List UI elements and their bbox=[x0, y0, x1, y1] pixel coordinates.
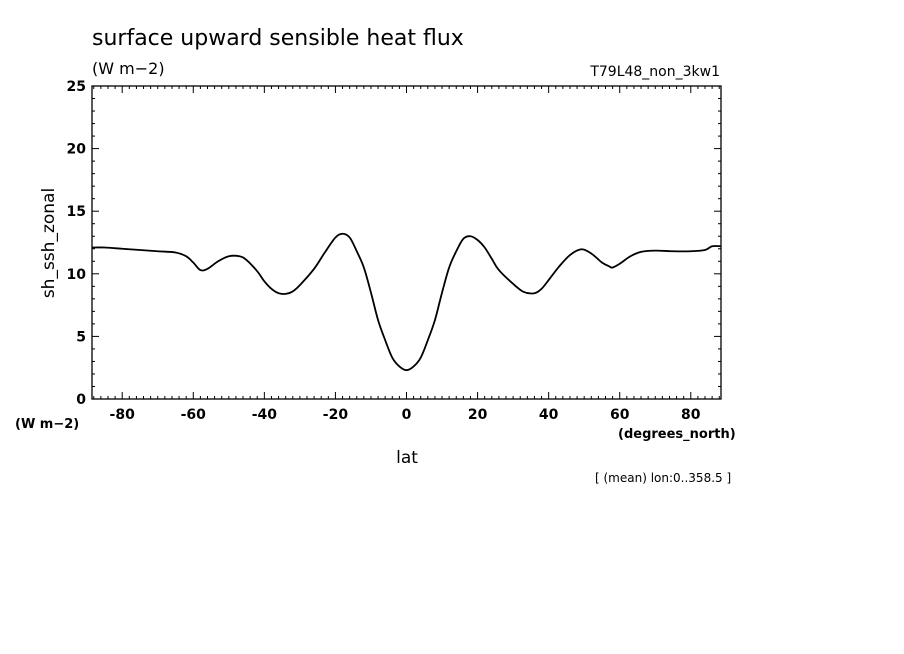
x-tick-label: 0 bbox=[402, 407, 412, 423]
y-tick-label: 5 bbox=[76, 329, 86, 345]
x-tick-label: -80 bbox=[110, 407, 136, 423]
footnote: [ (mean) lon:0..358.5 ] bbox=[595, 471, 731, 485]
y-tick-label: 10 bbox=[67, 267, 87, 283]
x-tick-label: -40 bbox=[252, 407, 278, 423]
y-tick-label: 20 bbox=[67, 142, 87, 158]
axis-ticks bbox=[92, 85, 721, 400]
x-tick-label: 60 bbox=[610, 407, 630, 423]
y-tick-label: 15 bbox=[67, 204, 86, 220]
x-axis-label: lat bbox=[396, 448, 418, 468]
y-tick-label: 25 bbox=[67, 79, 86, 95]
title-units: (W m−2) bbox=[92, 59, 165, 78]
plot-area-border bbox=[91, 85, 722, 400]
chart-title: surface upward sensible heat flux bbox=[92, 26, 464, 51]
x-tick-label: 20 bbox=[468, 407, 488, 423]
x-tick-label: -60 bbox=[181, 407, 207, 423]
series-line-0 bbox=[91, 232, 722, 372]
x-tick-label: -20 bbox=[323, 407, 349, 423]
x-axis-units: (degrees_north) bbox=[618, 427, 736, 442]
series-layer bbox=[91, 232, 722, 372]
x-tick-label: 40 bbox=[539, 407, 559, 423]
x-tick-label: 80 bbox=[681, 407, 701, 423]
run-id-label: T79L48_non_3kw1 bbox=[589, 64, 720, 80]
tick-labels: -80 -60 -40 -20 0 20 40 60 80 0 5 10 15 20 25 bbox=[67, 79, 701, 423]
y-axis-units: (W m−2) bbox=[15, 417, 79, 432]
y-axis-label: sh_ssh_zonal bbox=[39, 188, 59, 298]
y-tick-label: 0 bbox=[76, 392, 86, 408]
plot-frame bbox=[91, 85, 722, 400]
